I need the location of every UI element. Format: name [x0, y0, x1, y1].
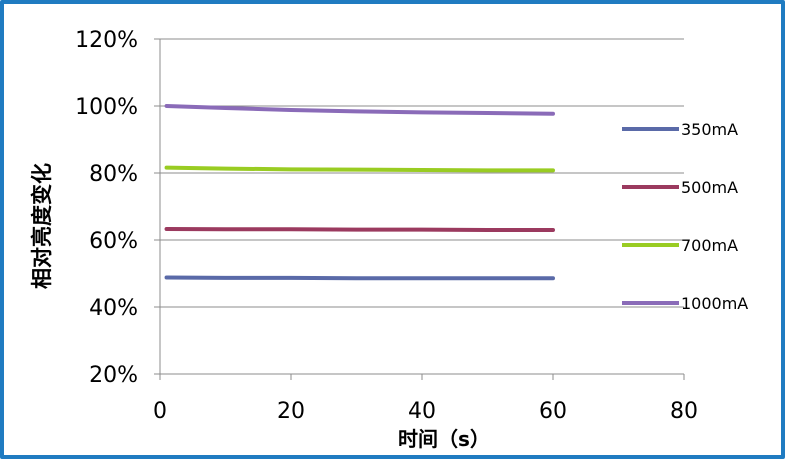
x-tick-label: 60	[539, 399, 567, 424]
legend: 350mA 500mA 700mA 1000mA	[622, 120, 748, 313]
series-line-350mA	[167, 278, 553, 279]
y-tick-label: 20%	[89, 363, 138, 388]
y-tick-label: 40%	[89, 296, 138, 321]
legend-label-500mA: 500mA	[681, 178, 738, 197]
x-tick-label: 0	[153, 399, 167, 424]
line-chart: 20% 40% 60% 80% 100% 120% 0 20 40 60 80 350mA 500m…	[4, 4, 781, 455]
y-axis-label: 相对亮度变化	[30, 163, 54, 289]
series-line-1000mA	[167, 106, 553, 114]
y-tick-label: 80%	[89, 162, 138, 187]
legend-label-700mA: 700mA	[681, 236, 738, 255]
x-tick-label: 20	[277, 399, 305, 424]
legend-label-1000mA: 1000mA	[681, 294, 748, 313]
x-tick-labels: 0 20 40 60 80	[153, 399, 698, 424]
y-tick-label: 60%	[89, 229, 138, 254]
x-tick-label: 40	[408, 399, 436, 424]
x-tick-label: 80	[670, 399, 698, 424]
series-line-500mA	[167, 229, 553, 230]
series-line-700mA	[167, 168, 553, 171]
x-axis-label: 时间（s）	[398, 427, 490, 451]
y-tick-labels: 20% 40% 60% 80% 100% 120%	[75, 28, 138, 388]
axes	[154, 39, 684, 380]
y-tick-label: 120%	[75, 28, 138, 53]
gridlines	[160, 39, 684, 307]
series-lines	[167, 106, 553, 278]
legend-label-350mA: 350mA	[681, 120, 738, 139]
y-tick-label: 100%	[75, 95, 138, 120]
